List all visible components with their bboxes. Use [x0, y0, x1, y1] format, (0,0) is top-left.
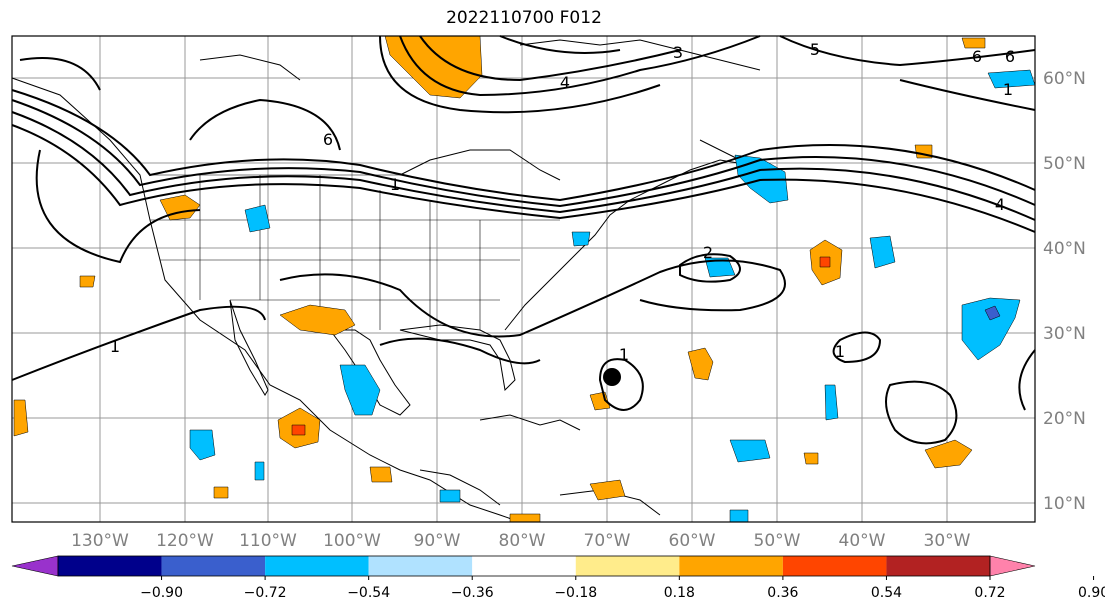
contour-label: 1	[1003, 80, 1013, 99]
colorbar-tick-label: 0.54	[871, 585, 902, 601]
latitude-label: 40°N	[1043, 239, 1086, 259]
colorbar-tick-label: 0.72	[974, 585, 1005, 601]
positive-anomaly-core	[819, 256, 831, 268]
positive-anomaly-patch	[509, 513, 541, 523]
negative-anomaly-patch	[571, 231, 591, 247]
negative-anomaly-patch	[244, 204, 271, 233]
negative-anomaly-patch	[189, 429, 216, 461]
positive-anomaly-patch	[369, 466, 393, 483]
contour-label: 6	[323, 130, 333, 149]
longitude-label: 70°W	[584, 531, 631, 551]
positive-anomaly-patch	[589, 479, 626, 501]
latitude-label: 30°N	[1043, 324, 1086, 344]
positive-anomaly-core	[291, 424, 306, 436]
contour-label: 6	[1005, 47, 1015, 66]
colorbar-tick-labels: −0.90 −0.72 −0.54 −0.36 −0.18 0.18 0.36 0.54 0.7…	[140, 576, 1105, 601]
latitude-label: 10°N	[1043, 494, 1086, 514]
negative-anomaly-patch	[824, 384, 839, 421]
positive-anomaly-patch	[803, 452, 819, 465]
latitude-label: 50°N	[1043, 154, 1086, 174]
colorbar-segment	[472, 556, 576, 576]
contour-label: 4	[560, 73, 570, 92]
colorbar-segment	[782, 556, 887, 576]
contour-label: 1	[110, 337, 120, 356]
longitude-label: 90°W	[414, 531, 461, 551]
contour-label: 4	[995, 195, 1005, 214]
longitude-label: 50°W	[754, 531, 801, 551]
negative-anomaly-patch	[439, 489, 461, 503]
positive-anomaly-patch	[687, 347, 714, 381]
colorbar-frame	[57, 555, 991, 577]
longitude-label: 40°W	[839, 531, 886, 551]
negative-anomaly-patch	[339, 364, 381, 416]
colorbar-segment	[575, 556, 680, 576]
colorbar-segment	[679, 556, 783, 576]
longitude-label: 30°W	[924, 531, 971, 551]
colorbar-tick-label: −0.72	[244, 585, 287, 601]
longitude-label: 120°W	[156, 531, 214, 551]
shaded-anomalies	[13, 35, 1036, 523]
contour-label: 1	[390, 175, 400, 194]
negative-anomaly-patch	[254, 461, 265, 481]
negative-anomaly-patch	[704, 257, 736, 278]
latitude-label: 20°N	[1043, 409, 1086, 429]
colorbar-tick-label: 0.36	[767, 585, 798, 601]
negative-anomaly-patch	[869, 235, 896, 269]
latitude-label: 60°N	[1043, 69, 1086, 89]
positive-anomaly-patch	[961, 37, 986, 49]
colorbar-tick-label: 0.18	[664, 585, 695, 601]
storm-center-dot	[603, 368, 621, 386]
contour-label: 1	[835, 342, 845, 361]
longitude-label: 100°W	[323, 531, 381, 551]
contour-label: 2	[703, 243, 713, 262]
contour-label: 6	[972, 47, 982, 66]
contour-label: 5	[810, 40, 820, 59]
colorbar-extend-low	[11, 555, 59, 577]
map-title: 2022110700 F012	[446, 8, 602, 28]
colorbar-tick-label: −0.18	[554, 585, 597, 601]
longitude-label: 80°W	[499, 531, 546, 551]
contour-label-layer: 1 1 2 3 4 4 5 6 6 6 1 1 1	[110, 40, 1015, 364]
colorbar-segment	[58, 556, 162, 576]
negative-anomaly-core	[984, 305, 1001, 321]
colorbar-segment	[161, 556, 266, 576]
colorbar-tick-label: 0.90	[1078, 585, 1105, 601]
map-frame	[11, 35, 1036, 523]
political-borders	[150, 174, 560, 330]
colorbar-tick-label: −0.54	[347, 585, 390, 601]
negative-anomaly-patch	[729, 509, 749, 523]
positive-anomaly-patch	[384, 35, 483, 99]
longitude-label: 110°W	[239, 531, 297, 551]
coastlines	[11, 39, 771, 523]
latitude-labels: 60°N 50°N 40°N 30°N 20°N 10°N	[1043, 69, 1086, 514]
negative-anomaly-patch	[729, 439, 771, 463]
colorbar-tick-label: −0.36	[451, 585, 494, 601]
colorbar	[11, 555, 1036, 577]
negative-anomaly-patch	[961, 297, 1021, 361]
positive-anomaly-patch	[213, 486, 229, 499]
colorbar-segment	[886, 556, 990, 576]
contour-label: 3	[673, 43, 683, 62]
map-background	[12, 36, 1035, 522]
positive-anomaly-patch	[279, 304, 356, 336]
colorbar-segment	[368, 556, 473, 576]
longitude-label: 130°W	[71, 531, 129, 551]
colorbar-extend-high	[989, 555, 1036, 577]
contour-lines	[11, 35, 1036, 445]
colorbar-tick-label: −0.90	[140, 585, 183, 601]
colorbar-segment	[265, 556, 369, 576]
longitude-label: 60°W	[669, 531, 716, 551]
positive-anomaly-patch	[79, 275, 96, 288]
longitude-labels: 130°W 120°W 110°W 100°W 90°W 80°W 70°W 60°W 50°W…	[71, 531, 971, 551]
contour-label: 1	[619, 345, 629, 364]
positive-anomaly-patch	[924, 439, 973, 469]
positive-anomaly-patch	[13, 399, 29, 437]
